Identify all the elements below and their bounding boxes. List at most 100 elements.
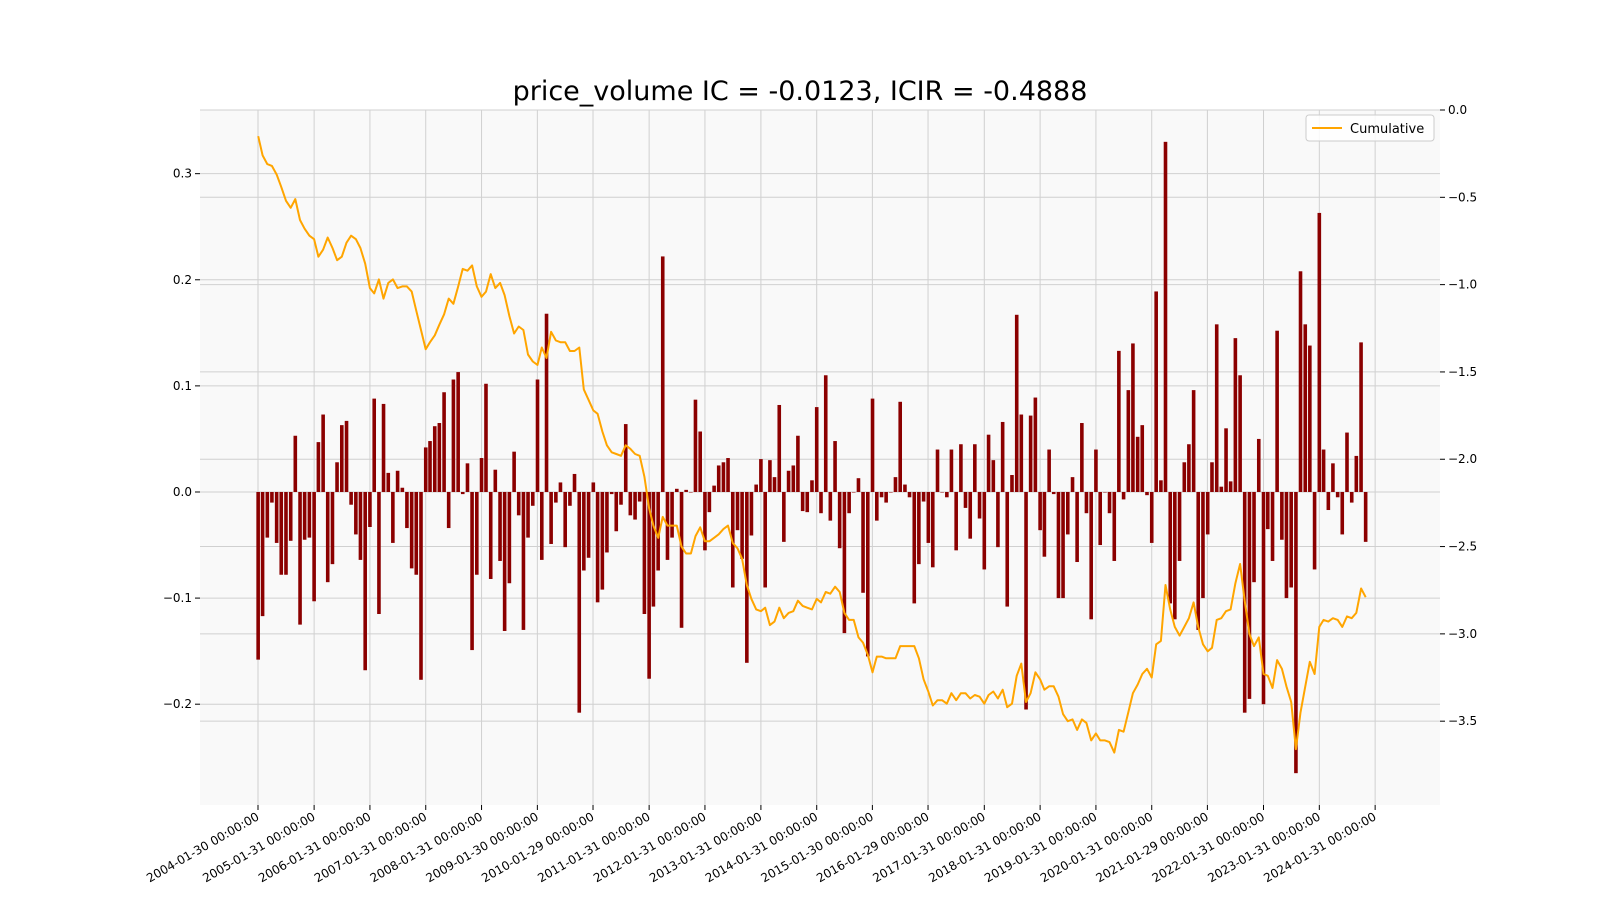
- ic-bar: [810, 480, 814, 492]
- ic-bar: [1219, 486, 1224, 492]
- ic-bar: [907, 491, 912, 498]
- ic-bar: [828, 491, 833, 521]
- ic-bar: [1187, 444, 1191, 492]
- left-tick-label: −0.1: [163, 591, 192, 605]
- ic-bar: [693, 399, 698, 492]
- ic-bar: [833, 441, 837, 492]
- ic-bar: [1000, 421, 1005, 492]
- ic-bar: [577, 491, 582, 713]
- ic-bar: [1051, 491, 1056, 495]
- right-tick-label: −2.5: [1448, 540, 1477, 554]
- ic-bar: [754, 484, 758, 492]
- ic-bar: [432, 426, 437, 492]
- ic-bar: [1098, 491, 1103, 546]
- ic-bar: [339, 425, 344, 492]
- ic-bar: [428, 441, 432, 492]
- right-tick-label: −3.0: [1448, 627, 1477, 641]
- ic-bar: [977, 491, 982, 519]
- ic-bar: [539, 491, 544, 560]
- ic-bar: [1140, 425, 1145, 492]
- ic-bar: [395, 470, 400, 492]
- ic-bar: [1247, 491, 1252, 699]
- ic-bar: [363, 491, 367, 671]
- ic-bar: [940, 491, 944, 493]
- ic-bar: [595, 491, 600, 603]
- ic-bar: [400, 487, 405, 492]
- ic-bar: [609, 491, 614, 495]
- ic-bar: [786, 470, 791, 492]
- ic-bar: [419, 491, 423, 680]
- ic-bar: [568, 491, 572, 506]
- ic-bar: [377, 491, 381, 615]
- ic-bar: [968, 491, 973, 539]
- ic-bar: [451, 379, 456, 492]
- ic-bar: [586, 491, 591, 558]
- ic-bar: [1317, 212, 1322, 492]
- ic-bar: [1028, 415, 1033, 492]
- ic-bar: [791, 465, 796, 492]
- ic-bar: [521, 491, 526, 630]
- ic-bar: [945, 491, 949, 498]
- ic-bar: [1196, 491, 1201, 630]
- right-tick-label: −3.5: [1448, 714, 1477, 728]
- ic-bar: [386, 472, 391, 492]
- ic-bar: [1289, 491, 1293, 588]
- ic-bar: [837, 491, 842, 549]
- ic-bar: [712, 485, 716, 492]
- legend: Cumulative: [1305, 114, 1435, 142]
- ic-bar: [856, 478, 861, 492]
- ic-bar: [1303, 324, 1308, 492]
- ic-bar: [265, 491, 270, 538]
- ic-bar: [260, 491, 265, 617]
- ic-bar: [1256, 438, 1261, 492]
- ic-bar: [572, 473, 577, 492]
- ic-bar: [470, 491, 474, 651]
- ic-bar: [1014, 314, 1019, 492]
- ic-bar: [558, 482, 563, 492]
- ic-bar: [1345, 432, 1349, 492]
- ic-bar: [488, 491, 493, 579]
- left-tick-label: −0.2: [163, 697, 192, 711]
- ic-bar: [637, 491, 642, 502]
- ic-bar: [1233, 338, 1238, 492]
- ic-bar: [1335, 491, 1340, 498]
- right-tick-label: 0.0: [1448, 103, 1467, 117]
- ic-bar: [502, 491, 507, 631]
- left-tick-label: 0.3: [173, 167, 192, 181]
- ic-bar: [1112, 491, 1117, 561]
- ic-bar: [1354, 455, 1359, 492]
- ic-bar: [679, 491, 684, 628]
- ic-bar: [321, 414, 325, 492]
- ic-bar: [670, 491, 674, 538]
- ic-bar: [800, 491, 805, 512]
- ic-bar: [903, 484, 907, 492]
- ic-bar: [768, 460, 772, 492]
- ic-bar: [1326, 491, 1331, 511]
- ic-bar: [763, 491, 767, 588]
- ic-bar: [312, 491, 316, 602]
- ic-bar: [842, 491, 847, 634]
- ic-bar: [716, 465, 721, 492]
- ic-bar: [279, 491, 284, 575]
- right-tick-label: −1.5: [1448, 365, 1477, 379]
- ic-bar: [949, 449, 954, 492]
- legend-box: [1305, 114, 1435, 142]
- ic-bar: [759, 459, 763, 492]
- ic-bar: [526, 491, 530, 538]
- ic-bar: [1359, 342, 1363, 492]
- ic-bar: [847, 491, 851, 514]
- ic-bar: [1065, 491, 1070, 535]
- ic-bar: [973, 444, 977, 492]
- ic-bar: [1094, 449, 1098, 492]
- ic-bar: [274, 491, 279, 543]
- ic-bar: [623, 424, 628, 492]
- ic-bar: [349, 491, 353, 505]
- ic-bar: [549, 491, 553, 544]
- ic-bar: [875, 491, 879, 521]
- ic-bar: [619, 491, 623, 505]
- ic-bar: [735, 491, 740, 531]
- ic-bar: [707, 491, 712, 513]
- ic-bar: [861, 491, 865, 593]
- ic-bar: [1312, 491, 1317, 570]
- ic-bar: [1149, 491, 1154, 543]
